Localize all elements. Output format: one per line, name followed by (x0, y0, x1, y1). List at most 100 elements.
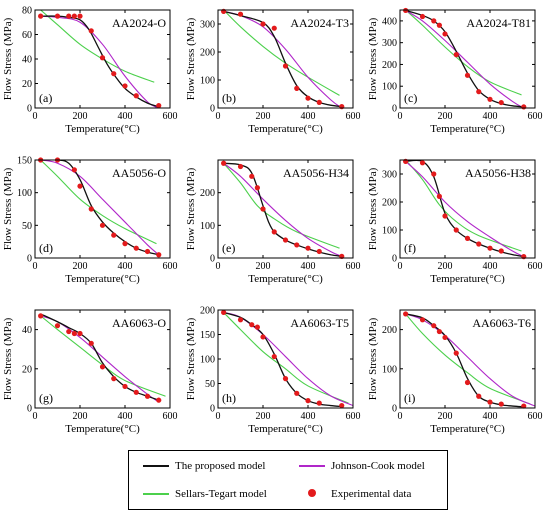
x-axis-label: Temperature(°C) (430, 123, 505, 135)
x-tick-label: 600 (346, 411, 361, 422)
experimental-point (156, 397, 162, 403)
y-tick-label: 0 (27, 104, 32, 115)
x-tick-label: 400 (483, 111, 498, 122)
y-tick-label: 0 (210, 104, 215, 115)
series-sellars-tegart-line (405, 313, 531, 405)
chart-panel-6: 0 200 400 600 0 100 200 300 AA5056-H38 (f) Tempera… (367, 158, 543, 285)
x-tick-label: 200 (256, 111, 271, 122)
series-sellars-tegart-line (40, 315, 166, 397)
x-tick-label: 200 (73, 261, 88, 272)
y-tick-label: 200 (382, 198, 397, 209)
experimental-point (111, 71, 117, 77)
panel-title: AA2024-T81 (466, 16, 531, 30)
y-tick-label: 200 (382, 325, 397, 336)
x-tick-label: 400 (118, 411, 133, 422)
y-tick-label: 300 (382, 38, 397, 49)
x-tick-label: 0 (398, 261, 403, 272)
legend-marker-experimental (299, 488, 325, 500)
y-axis-label: Flow Stress (MPa) (185, 17, 197, 100)
experimental-point (111, 376, 117, 382)
experimental-point (249, 322, 255, 328)
experimental-point (442, 31, 448, 37)
y-tick-label: 0 (27, 254, 32, 265)
x-tick-label: 200 (438, 111, 453, 122)
y-tick-label: 300 (382, 170, 397, 181)
chart-panel-5: 0 200 400 600 0 100 200 AA5056-H34 (e) Temperatur… (185, 159, 361, 285)
y-tick-label: 40 (22, 325, 32, 336)
chart-panel-9: 0 200 400 600 0 100 200 AA6063-T6 (i) Temperature… (367, 309, 543, 435)
experimental-point (476, 393, 482, 399)
panel-title: AA2024-T3 (290, 16, 349, 30)
series-proposed-line (405, 313, 524, 408)
experimental-point (464, 379, 471, 386)
experimental-point (77, 13, 83, 19)
panel-label: (f) (404, 241, 416, 255)
panel-title: AA5056-H38 (465, 166, 531, 180)
series-proposed-line (40, 313, 159, 401)
x-axis-label: Temperature(°C) (248, 273, 323, 285)
y-tick-label: 20 (22, 364, 32, 375)
x-tick-label: 600 (163, 261, 178, 272)
panel-label: (b) (222, 91, 236, 105)
legend-label-proposed: The proposed model (175, 460, 266, 472)
y-tick-label: 0 (392, 254, 397, 265)
x-tick-label: 200 (73, 411, 88, 422)
experimental-point (260, 334, 266, 340)
x-tick-label: 200 (438, 261, 453, 272)
y-tick-label: 0 (27, 404, 32, 415)
legend-item-experimental: Experimental data (299, 485, 411, 503)
y-tick-label: 200 (382, 60, 397, 71)
chart-panel-1: 0 200 400 600 0 20 40 60 80 AA2024-O (a) Temperatur… (2, 6, 178, 136)
experimental-point (111, 232, 117, 238)
y-tick-label: 100 (200, 76, 215, 87)
experimental-point (237, 317, 244, 323)
experimental-point (453, 350, 459, 356)
experimental-point (487, 399, 493, 405)
axes-frame (217, 159, 354, 259)
y-axis-label: Flow Stress (MPa) (2, 167, 14, 250)
y-tick-label: 0 (210, 404, 215, 415)
y-tick-label: 100 (382, 82, 397, 93)
axes-frame (217, 9, 354, 109)
x-tick-label: 0 (398, 411, 403, 422)
experimental-point (436, 193, 442, 199)
experimental-point (88, 206, 94, 212)
x-tick-label: 200 (438, 411, 453, 422)
x-tick-label: 600 (528, 111, 543, 122)
y-axis-label: Flow Stress (MPa) (185, 317, 197, 400)
series-proposed-line (223, 10, 342, 108)
x-tick-label: 600 (346, 111, 361, 122)
x-tick-label: 400 (301, 111, 316, 122)
experimental-point (122, 383, 128, 390)
axes-frame (399, 309, 536, 409)
experimental-point (316, 248, 322, 255)
x-tick-label: 0 (216, 111, 221, 122)
experimental-point (431, 171, 437, 177)
y-tick-label: 0 (210, 254, 215, 265)
y-tick-label: 200 (200, 48, 215, 59)
series-johnson-cook-line (405, 160, 524, 258)
experimental-point (431, 323, 437, 329)
y-tick-label: 40 (22, 55, 32, 66)
experimental-point (294, 242, 300, 248)
legend-label-experimental: Experimental data (331, 488, 412, 500)
experimental-point (88, 28, 94, 34)
experimental-point (294, 390, 300, 396)
y-tick-label: 0 (392, 404, 397, 415)
panel-title: AA5056-H34 (283, 166, 349, 180)
legend-swatch-proposed (143, 465, 169, 467)
experimental-point (436, 328, 442, 335)
x-tick-label: 0 (33, 261, 38, 272)
panel-title: AA6063-T5 (290, 316, 349, 330)
y-tick-label: 50 (205, 379, 215, 390)
experimental-point (156, 102, 162, 109)
x-tick-label: 0 (398, 111, 403, 122)
x-tick-label: 600 (528, 261, 543, 272)
experimental-point (54, 323, 61, 329)
y-tick-label: 100 (382, 226, 397, 237)
y-tick-label: 100 (382, 364, 397, 375)
experimental-point (271, 353, 277, 360)
experimental-point (71, 330, 77, 337)
series-johnson-cook-line (223, 162, 342, 257)
experimental-point (476, 241, 482, 247)
